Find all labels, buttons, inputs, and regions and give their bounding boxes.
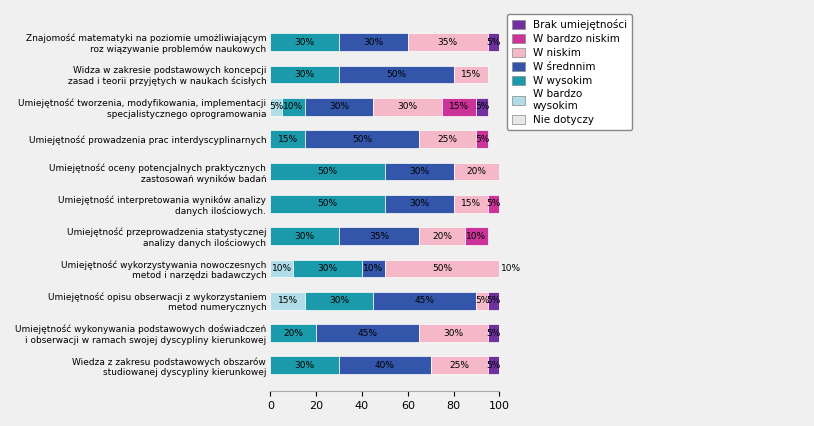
Text: 15%: 15% (461, 70, 481, 79)
Text: 45%: 45% (357, 328, 378, 337)
Bar (270, 259, 293, 277)
Text: 5%: 5% (487, 361, 501, 370)
Bar (270, 227, 339, 245)
Bar (374, 292, 476, 310)
Text: 15%: 15% (278, 296, 298, 305)
Bar (488, 324, 499, 342)
Text: 20%: 20% (432, 232, 452, 241)
Text: 5%: 5% (269, 102, 283, 111)
Bar (488, 292, 499, 310)
Bar (419, 227, 465, 245)
Bar (385, 195, 453, 213)
Text: 30%: 30% (295, 232, 315, 241)
Bar (270, 98, 282, 116)
Text: 30%: 30% (295, 70, 315, 79)
Text: 10%: 10% (501, 264, 521, 273)
Text: 5%: 5% (487, 199, 501, 208)
Bar (499, 259, 523, 277)
Bar (453, 195, 488, 213)
Legend: Brak umiejętności, W bardzo niskim, W niskim, W średnnim, W wysokim, W bardzo
wy: Brak umiejętności, W bardzo niskim, W ni… (507, 14, 632, 130)
Bar (339, 227, 419, 245)
Bar (488, 357, 499, 374)
Text: 20%: 20% (466, 167, 487, 176)
Bar (385, 259, 499, 277)
Bar (476, 292, 488, 310)
Bar (339, 357, 431, 374)
Bar (339, 66, 453, 83)
Bar (304, 130, 419, 148)
Bar (465, 227, 488, 245)
Text: 50%: 50% (352, 135, 372, 144)
Bar (476, 130, 488, 148)
Text: 5%: 5% (487, 38, 501, 47)
Bar (362, 259, 385, 277)
Text: 5%: 5% (475, 135, 489, 144)
Bar (488, 195, 499, 213)
Text: 15%: 15% (461, 199, 481, 208)
Text: 30%: 30% (329, 102, 349, 111)
Text: 5%: 5% (487, 296, 501, 305)
Text: 25%: 25% (449, 361, 469, 370)
Bar (304, 292, 374, 310)
Text: 50%: 50% (317, 167, 338, 176)
Text: 30%: 30% (295, 38, 315, 47)
Bar (408, 33, 488, 51)
Text: 30%: 30% (444, 328, 464, 337)
Bar (442, 98, 476, 116)
Text: 45%: 45% (415, 296, 435, 305)
Bar (270, 33, 339, 51)
Bar (270, 66, 339, 83)
Text: 50%: 50% (317, 199, 338, 208)
Bar (293, 259, 362, 277)
Bar (488, 33, 499, 51)
Bar (304, 98, 374, 116)
Bar (419, 130, 476, 148)
Bar (270, 324, 316, 342)
Bar (385, 163, 453, 180)
Text: 30%: 30% (363, 38, 383, 47)
Bar (270, 195, 385, 213)
Text: 5%: 5% (487, 328, 501, 337)
Text: 30%: 30% (409, 167, 429, 176)
Bar (270, 130, 304, 148)
Text: 30%: 30% (398, 102, 418, 111)
Bar (339, 33, 408, 51)
Bar (419, 324, 488, 342)
Text: 30%: 30% (317, 264, 338, 273)
Text: 25%: 25% (438, 135, 457, 144)
Text: 15%: 15% (278, 135, 298, 144)
Text: 10%: 10% (466, 232, 487, 241)
Bar (374, 98, 442, 116)
Bar (270, 163, 385, 180)
Text: 30%: 30% (409, 199, 429, 208)
Bar (282, 98, 304, 116)
Bar (431, 357, 488, 374)
Text: 50%: 50% (432, 264, 452, 273)
Text: 30%: 30% (329, 296, 349, 305)
Bar (270, 357, 339, 374)
Bar (316, 324, 419, 342)
Bar (270, 292, 304, 310)
Text: 40%: 40% (375, 361, 395, 370)
Text: 35%: 35% (438, 38, 457, 47)
Bar (453, 163, 499, 180)
Text: 35%: 35% (369, 232, 389, 241)
Text: 30%: 30% (295, 361, 315, 370)
Text: 10%: 10% (283, 102, 304, 111)
Text: 5%: 5% (475, 296, 489, 305)
Text: 15%: 15% (449, 102, 470, 111)
Bar (476, 98, 488, 116)
Bar (453, 66, 488, 83)
Text: 10%: 10% (272, 264, 292, 273)
Text: 50%: 50% (387, 70, 406, 79)
Text: 10%: 10% (363, 264, 383, 273)
Text: 5%: 5% (475, 102, 489, 111)
Text: 20%: 20% (283, 328, 304, 337)
